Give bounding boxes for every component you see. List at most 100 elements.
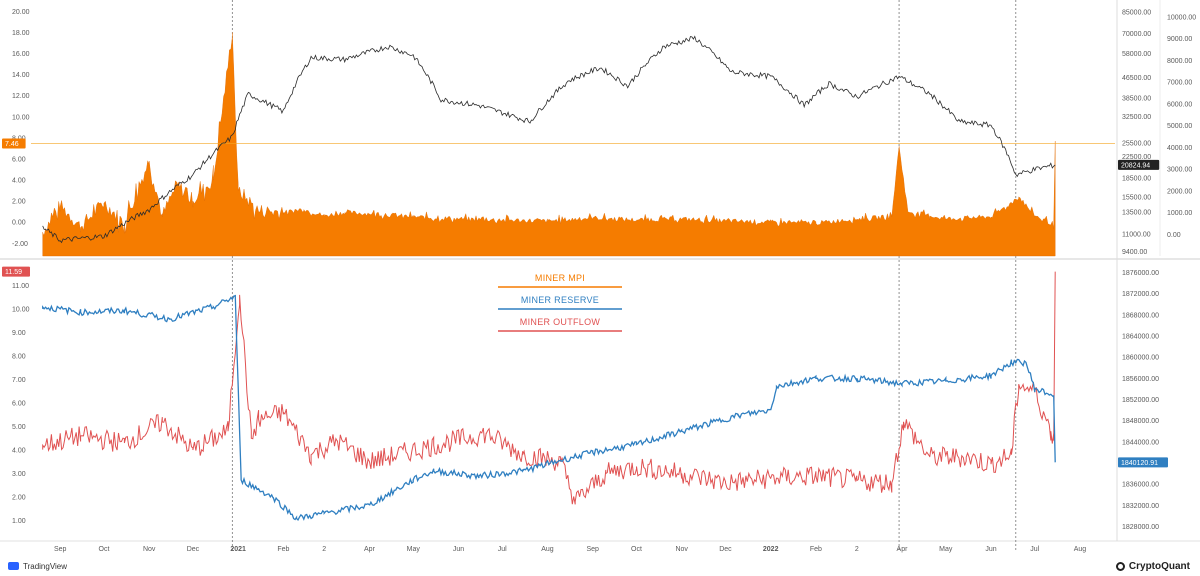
legend-label-2: MINER OUTFLOW (520, 317, 601, 327)
reserve-value-tag-box (1118, 457, 1168, 468)
price-line (42, 35, 1056, 244)
bottom-right-tick-7: 1856000.00 (1122, 376, 1159, 383)
top-right-price-tick-9: 46500.00 (1122, 75, 1151, 82)
outflow-value-tag: 11.59 (2, 266, 30, 277)
bottom-left-tick-7: 8.00 (12, 354, 26, 361)
top-left-tick-2: 2.00 (12, 199, 26, 206)
cryptoquant-logo[interactable]: CryptoQuant (1115, 556, 1190, 576)
x-tick-9: Jun (453, 546, 464, 553)
top-left-tick-7: 12.00 (12, 93, 30, 100)
x-tick-6: 2 (322, 546, 326, 553)
bottom-left-tick-5: 6.00 (12, 401, 26, 408)
top-right-2-tick-0: 0.00 (1167, 232, 1181, 239)
bottom-right-tick-11: 1872000.00 (1122, 291, 1159, 298)
outflow-line (42, 271, 1056, 505)
x-tick-14: Nov (675, 546, 688, 553)
top-right-price-tick-7: 32500.00 (1122, 114, 1151, 121)
top-left-tick-1: 0.00 (12, 220, 26, 227)
top-left-tick-6: 10.00 (12, 114, 30, 121)
mpi-value-tag-text: 7.46 (5, 141, 19, 148)
bottom-right-tick-5: 1848000.00 (1122, 418, 1159, 425)
bottom-left-tick-1: 2.00 (12, 495, 26, 502)
top-right-price-tick-5: 22500.00 (1122, 154, 1151, 161)
top-left-tick-8: 14.00 (12, 72, 30, 79)
x-tick-4: 2021 (230, 546, 246, 553)
bottom-right-tick-2: 1836000.00 (1122, 482, 1159, 489)
legend: MINER MPI MINER RESERVE MINER OUTFLOW (498, 273, 622, 332)
top-right-2-tick-3: 3000.00 (1167, 167, 1192, 174)
x-tick-7: Apr (364, 546, 376, 553)
x-tick-3: Dec (187, 546, 200, 553)
top-right-2-tick-4: 4000.00 (1167, 145, 1192, 152)
outflow-value-tag-box (2, 266, 30, 277)
x-tick-16: 2022 (763, 546, 779, 553)
reserve-line (42, 294, 1056, 521)
x-tick-12: Sep (586, 546, 599, 553)
top-right-price-tick-8: 38500.00 (1122, 96, 1151, 103)
x-tick-21: Jun (985, 546, 996, 553)
top-left-tick-9: 16.00 (12, 51, 30, 58)
top-right-2-tick-1: 1000.00 (1167, 210, 1192, 217)
top-left-tick-3: 4.00 (12, 178, 26, 185)
cryptoquant-icon (1115, 561, 1125, 571)
bottom-left-tick-8: 9.00 (12, 330, 26, 337)
top-right-price-tick-3: 15500.00 (1122, 194, 1151, 201)
x-tick-0: Sep (54, 546, 67, 553)
bottom-right-tick-8: 1860000.00 (1122, 355, 1159, 362)
top-right-2-tick-5: 5000.00 (1167, 123, 1192, 130)
outflow-value-tag-text: 11.59 (5, 269, 22, 276)
bottom-right-tick-6: 1852000.00 (1122, 397, 1159, 404)
top-right-2-tick-2: 2000.00 (1167, 188, 1192, 195)
top-right-2-tick-8: 8000.00 (1167, 58, 1192, 65)
top-left-tick-0: -2.00 (12, 241, 28, 248)
x-tick-13: Oct (631, 546, 642, 553)
x-tick-18: 2 (855, 546, 859, 553)
top-right-2-tick-7: 7000.00 (1167, 80, 1192, 87)
x-tick-17: Feb (810, 546, 822, 553)
x-tick-22: Jul (1030, 546, 1039, 553)
top-right-2-tick-10: 10000.00 (1167, 14, 1196, 21)
grid-layer (0, 0, 1200, 552)
x-tick-23: Aug (1074, 546, 1087, 553)
x-tick-8: May (407, 546, 421, 553)
tradingview-logo[interactable]: TradingView (8, 556, 67, 576)
bottom-left-tick-3: 4.00 (12, 448, 26, 455)
mpi-area (42, 32, 1056, 257)
reserve-value-tag-text: 1840120.91 (1121, 460, 1158, 467)
top-right-price-tick-10: 58000.00 (1122, 51, 1151, 58)
x-tick-11: Aug (541, 546, 554, 553)
bottom-right-tick-12: 1876000.00 (1122, 270, 1159, 277)
bottom-left-tick-0: 1.00 (12, 518, 26, 525)
bottom-right-tick-10: 1868000.00 (1122, 312, 1159, 319)
top-left-tick-11: 20.00 (12, 9, 30, 16)
bottom-left-tick-6: 7.00 (12, 377, 26, 384)
x-tick-2: Nov (143, 546, 156, 553)
top-right-2-tick-6: 6000.00 (1167, 101, 1192, 108)
top-right-price-tick-6: 25500.00 (1122, 140, 1151, 147)
bottom-right-tick-0: 1828000.00 (1122, 524, 1159, 531)
tradingview-icon (8, 562, 19, 570)
bottom-left-tick-10: 11.00 (12, 283, 29, 290)
top-right-price-tick-12: 85000.00 (1122, 10, 1151, 17)
top-right-price-tick-11: 70000.00 (1122, 31, 1151, 38)
price-value-tag-box (1118, 159, 1160, 170)
bottom-right-tick-9: 1864000.00 (1122, 334, 1159, 341)
reserve-value-tag: 1840120.91 (1118, 457, 1168, 468)
price-value-tag: 20824.94 (1118, 159, 1160, 170)
x-tick-20: May (939, 546, 953, 553)
x-tick-1: Oct (99, 546, 110, 553)
x-tick-15: Dec (719, 546, 732, 553)
top-right-price-tick-4: 18500.00 (1122, 175, 1151, 182)
cryptoquant-label: CryptoQuant (1128, 560, 1190, 572)
top-left-tick-10: 18.00 (12, 30, 30, 37)
chart-background (0, 0, 1200, 556)
top-right-price-tick-2: 13500.00 (1122, 209, 1151, 216)
axes-layer: -2.00 0.00 2.00 4.00 6.00 8.00 10.00 12.00 14.00… (2, 9, 1196, 553)
top-left-tick-4: 6.00 (12, 156, 26, 163)
top-right-2-tick-9: 9000.00 (1167, 36, 1192, 43)
legend-label-1: MINER RESERVE (521, 295, 599, 305)
bottom-left-tick-2: 3.00 (12, 471, 26, 478)
x-tick-5: Feb (277, 546, 289, 553)
legend-label-0: MINER MPI (535, 273, 585, 283)
x-tick-10: Jul (498, 546, 507, 553)
